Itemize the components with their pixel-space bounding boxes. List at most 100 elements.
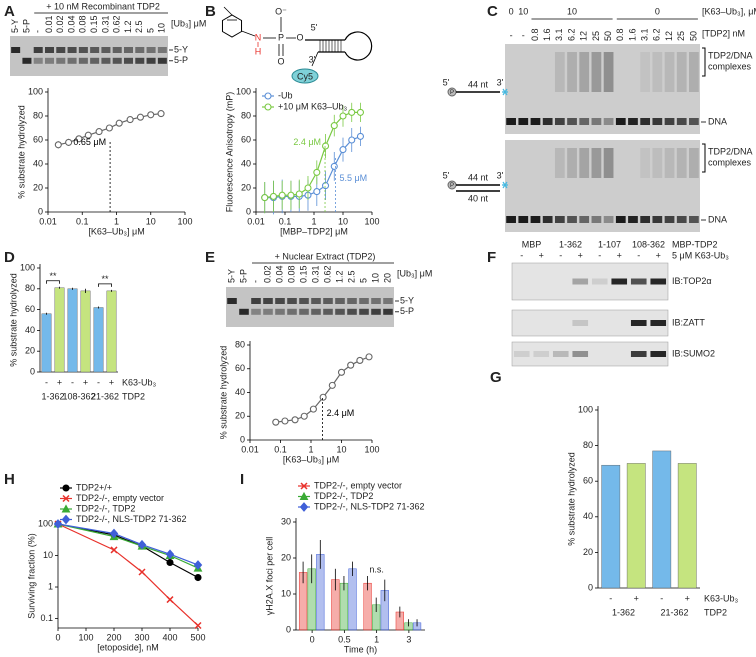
- gel-band: [56, 57, 66, 64]
- x-axis-label: [K63–Ub₃] μM: [88, 226, 144, 236]
- gel-band: [603, 118, 614, 125]
- blot-label: IB:TOP2α: [672, 276, 712, 286]
- gel-band: [371, 298, 381, 304]
- gel-band: [33, 47, 43, 53]
- gel-band: [101, 47, 111, 53]
- lane-label: -: [33, 30, 43, 33]
- lane-label: 3.1: [640, 28, 650, 41]
- strand-length: 44 nt: [468, 79, 489, 89]
- gel-band: [157, 57, 167, 64]
- gel-unit: [Ub₃] μM: [171, 18, 206, 28]
- y-tick-label: 60: [583, 476, 593, 486]
- marker: [281, 417, 289, 425]
- gel-band: [664, 118, 675, 125]
- construct-group: 108-362: [632, 239, 665, 249]
- row-label: K63-Ub₃: [122, 377, 157, 387]
- lane-label: 5-Y: [10, 19, 20, 33]
- marker: [365, 353, 373, 361]
- lane-label: 0.01: [44, 15, 54, 33]
- gel-band: [567, 216, 577, 223]
- treatment: +: [539, 250, 544, 260]
- lane-label: 5-P: [21, 19, 31, 33]
- marker: [328, 381, 336, 389]
- gel-band: [135, 47, 145, 53]
- gel-smear: [579, 148, 590, 178]
- y-axis-label: % substrate hydrolyzed: [566, 452, 576, 546]
- lane-label: 0.31: [100, 15, 110, 33]
- dna-label: DNA: [708, 116, 727, 126]
- row-label: K63-Ub₃: [704, 593, 739, 603]
- y-axis-label: % substrate hydrolyzed: [218, 346, 228, 440]
- marker: [330, 122, 338, 130]
- gel-band: [628, 118, 638, 125]
- marker: [54, 141, 62, 149]
- gel-band: [542, 118, 553, 125]
- x-tick-label: 0.01: [247, 216, 265, 226]
- marker: [126, 116, 134, 124]
- gel-band: [22, 57, 32, 64]
- legend-label: TDP2-/-, empty vector: [76, 493, 164, 503]
- marker: [272, 418, 280, 426]
- x-tick-label: 300: [134, 632, 149, 642]
- gel-smear: [640, 148, 651, 178]
- legend-label: TDP2+/+: [76, 482, 112, 492]
- bracket: [702, 143, 706, 173]
- fluorophore: [502, 88, 508, 96]
- gel-title: + 10 nM Recombinant TDP2: [46, 1, 160, 11]
- marker: [330, 162, 338, 170]
- lane-label: 1.2: [123, 20, 133, 33]
- x-tick-label: 1: [114, 216, 119, 226]
- gel-band: [123, 47, 134, 53]
- y-tick-label: 100: [38, 518, 53, 528]
- gel-band: [542, 216, 553, 223]
- gel-unit: [Ub₃] μM: [397, 268, 432, 278]
- y-axis-label: % substrate hydrolyzed: [8, 273, 18, 367]
- blot-band: [630, 351, 647, 357]
- gel-band: [615, 216, 626, 223]
- gel-band: [676, 118, 687, 125]
- y-tick-label: 10: [281, 588, 291, 598]
- marker: [62, 484, 70, 492]
- x-tick-label: 10: [338, 216, 348, 226]
- x-tick-label: 100: [177, 216, 192, 226]
- gel-smear: [676, 52, 687, 92]
- marker: [65, 138, 73, 146]
- significance: n.s.: [369, 564, 384, 574]
- ub-level: 0: [509, 6, 514, 16]
- y-tick-label: 20: [241, 182, 251, 192]
- dye-label: Cy5: [297, 71, 313, 81]
- gel-band: [518, 118, 529, 125]
- gel-band: [591, 118, 602, 125]
- blot-band: [533, 351, 550, 357]
- gel-band: [506, 216, 516, 223]
- gel-band: [287, 308, 297, 315]
- ub-level: 10: [518, 6, 528, 16]
- gel-band: [112, 47, 122, 53]
- atom: O⁻: [275, 6, 287, 16]
- y-axis-label: % substrate hydrolyzed: [16, 105, 26, 199]
- band-label: 5-P: [174, 55, 188, 65]
- lane-label: 0.04: [66, 15, 76, 33]
- lane-label: 5: [358, 278, 368, 283]
- gel-band: [67, 57, 77, 64]
- significance: **: [49, 271, 57, 281]
- legend-label: +10 μM K63–Ub₃: [278, 101, 347, 111]
- bar: [67, 288, 78, 373]
- strand-end: 5': [311, 22, 318, 32]
- phosphate-label: P: [450, 183, 454, 189]
- y-tick-label: 60: [33, 134, 43, 144]
- y-tick-label: 80: [241, 110, 251, 120]
- panel-label: C: [487, 3, 498, 20]
- dye: [291, 68, 319, 84]
- marker: [61, 504, 71, 513]
- blot-band: [552, 351, 569, 357]
- gel-band: [157, 47, 167, 53]
- gel-band: [603, 216, 614, 223]
- strand-length: 44 nt: [468, 172, 489, 182]
- x-tick-label: +: [57, 377, 62, 387]
- y-tick-label: 0.1: [40, 613, 53, 623]
- treatment-label: 5 μM K63-Ub₃: [672, 250, 729, 260]
- treatment: +: [656, 250, 661, 260]
- x-tick-label: 100: [364, 216, 379, 226]
- marker: [299, 502, 309, 512]
